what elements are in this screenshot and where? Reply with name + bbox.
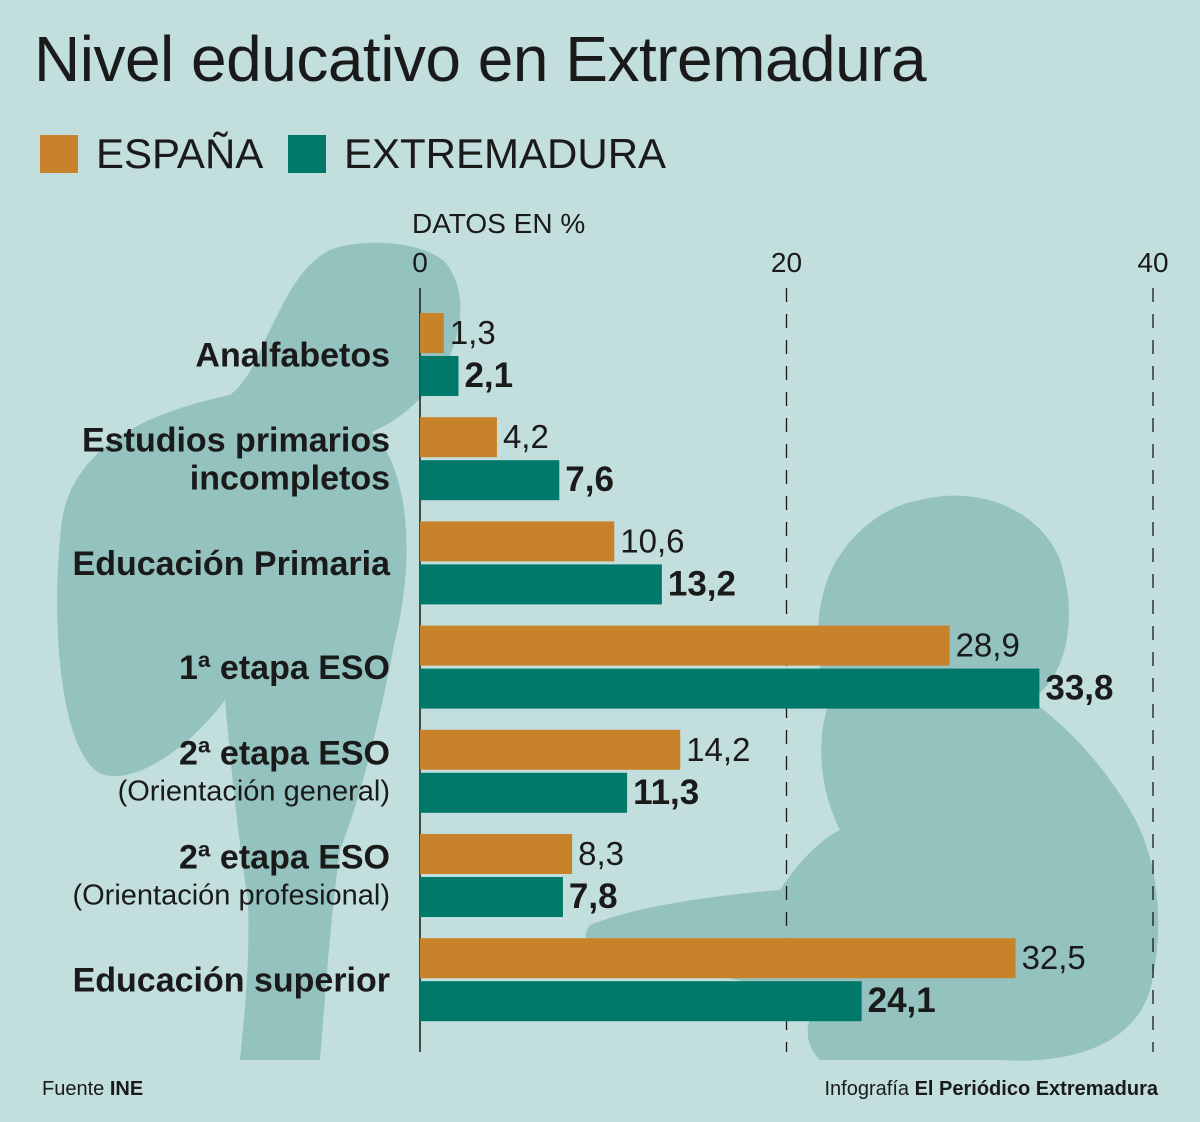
data-label-espana-3: 28,9 <box>956 627 1020 664</box>
category-label-6: Educación superior <box>73 962 390 1000</box>
bar-extremadura-3 <box>420 668 1040 709</box>
category-label-1-line-1: incompletos <box>190 460 390 498</box>
category-label-2: Educación Primaria <box>73 545 392 583</box>
bar-espana-3 <box>420 625 950 666</box>
category-label-3: 1ª etapa ESO <box>179 649 390 687</box>
category-label-5: 2ª etapa ESO <box>179 839 390 877</box>
category-sublabel-5: (Orientación profesional) <box>72 880 390 912</box>
bar-espana-5 <box>420 834 573 874</box>
legend-swatch-extremadura <box>288 135 326 173</box>
data-label-espana-5: 8,3 <box>578 835 624 872</box>
data-label-extremadura-1: 7,6 <box>565 460 614 499</box>
bar-espana-0 <box>420 313 444 353</box>
x-tick-label-0: 0 <box>412 247 428 278</box>
category-label-4: 2ª etapa ESO <box>179 734 390 772</box>
legend-label-extremadura: EXTREMADURA <box>344 130 667 177</box>
data-label-extremadura-2: 13,2 <box>668 564 736 603</box>
data-label-espana-1: 4,2 <box>503 418 549 455</box>
legend-swatch-espana <box>40 135 78 173</box>
bar-extremadura-6 <box>420 981 862 1022</box>
category-label-1-line-0: Estudios primarios <box>82 422 390 460</box>
bar-extremadura-4 <box>420 772 628 813</box>
kneeling-child-silhouette <box>585 495 1159 1061</box>
data-label-espana-6: 32,5 <box>1022 939 1086 976</box>
category-label-0: Analfabetos <box>195 337 390 375</box>
source-name: INE <box>109 1078 144 1100</box>
data-label-extremadura-4: 11,3 <box>633 773 699 812</box>
x-tick-label-20: 20 <box>771 247 802 278</box>
category-sublabel-4: (Orientación general) <box>118 775 390 807</box>
bar-extremadura-2 <box>420 564 662 605</box>
legend-item-extremadura: EXTREMADURA <box>288 130 667 177</box>
source-note: Fuente INE <box>42 1078 143 1101</box>
bar-extremadura-1 <box>420 460 560 501</box>
units-label: DATOS EN % <box>412 208 586 239</box>
legend-item-espana: ESPAÑA <box>40 130 264 177</box>
legend-label-espana: ESPAÑA <box>96 130 264 177</box>
credit-name: El Periódico Extremadura <box>914 1078 1158 1100</box>
bar-espana-1 <box>420 417 497 458</box>
bar-espana-2 <box>420 521 615 562</box>
bar-extremadura-5 <box>420 877 563 917</box>
data-label-extremadura-3: 33,8 <box>1045 669 1113 708</box>
bar-espana-4 <box>420 729 681 770</box>
credit-note: Infografía El Periódico Extremadura <box>825 1078 1159 1101</box>
data-label-extremadura-0: 2,1 <box>464 356 513 395</box>
data-label-espana-0: 1,3 <box>450 314 496 351</box>
x-tick-label-40: 40 <box>1137 247 1168 278</box>
data-label-extremadura-6: 24,1 <box>868 981 936 1020</box>
bar-espana-6 <box>420 938 1016 979</box>
credit-prefix: Infografía <box>824 1078 910 1100</box>
data-label-espana-4: 14,2 <box>686 731 750 768</box>
bar-extremadura-0 <box>420 356 459 396</box>
data-label-espana-2: 10,6 <box>620 522 684 559</box>
source-prefix: Fuente <box>42 1078 105 1100</box>
chart-title: Nivel educativo en Extremadura <box>34 23 927 95</box>
standing-child-silhouette <box>57 242 461 1061</box>
data-label-extremadura-5: 7,8 <box>569 877 618 916</box>
